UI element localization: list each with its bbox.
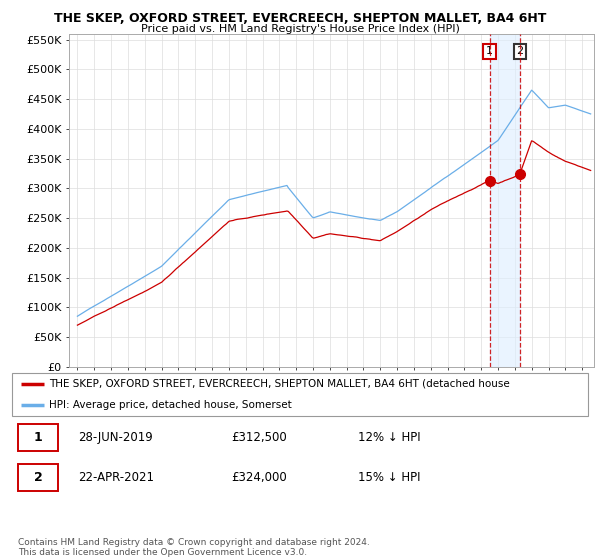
Text: 15% ↓ HPI: 15% ↓ HPI [358,471,420,484]
Text: 28-JUN-2019: 28-JUN-2019 [78,431,153,444]
Text: Contains HM Land Registry data © Crown copyright and database right 2024.
This d: Contains HM Land Registry data © Crown c… [18,538,370,557]
Text: THE SKEP, OXFORD STREET, EVERCREECH, SHEPTON MALLET, BA4 6HT (detached house: THE SKEP, OXFORD STREET, EVERCREECH, SHE… [49,379,510,389]
Text: 22-APR-2021: 22-APR-2021 [78,471,154,484]
Text: 2: 2 [517,46,524,57]
Text: 1: 1 [486,46,493,57]
Bar [18,424,58,451]
Text: HPI: Average price, detached house, Somerset: HPI: Average price, detached house, Some… [49,400,292,410]
Bar [490,34,520,367]
Bar [18,464,58,491]
Text: Price paid vs. HM Land Registry's House Price Index (HPI): Price paid vs. HM Land Registry's House … [140,24,460,34]
Text: 12% ↓ HPI: 12% ↓ HPI [358,431,420,444]
Text: £324,000: £324,000 [231,471,287,484]
Text: 1: 1 [34,431,42,444]
Text: THE SKEP, OXFORD STREET, EVERCREECH, SHEPTON MALLET, BA4 6HT: THE SKEP, OXFORD STREET, EVERCREECH, SHE… [54,12,546,25]
Text: 2: 2 [34,471,42,484]
Text: £312,500: £312,500 [231,431,287,444]
